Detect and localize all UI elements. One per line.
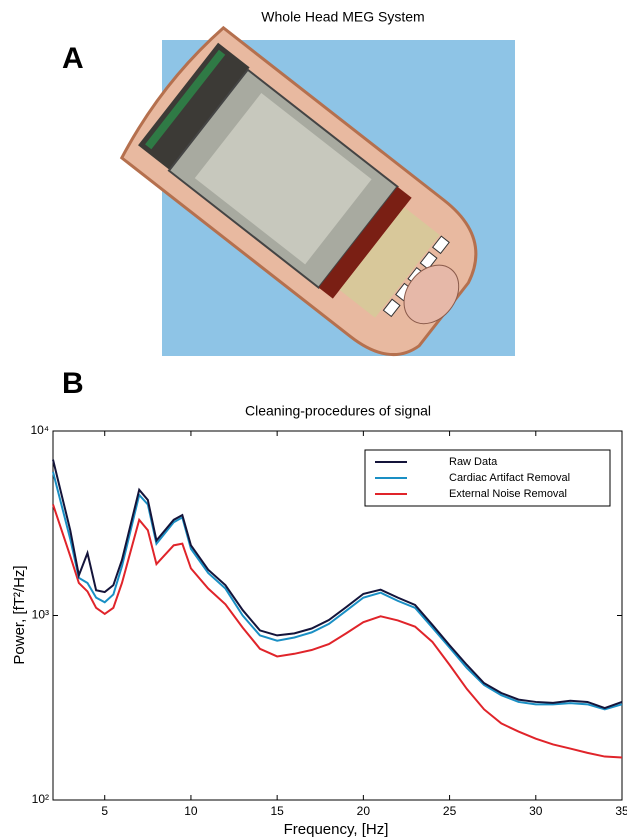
panel-a-title: Whole Head MEG System xyxy=(261,9,424,25)
x-tick-label: 10 xyxy=(184,804,198,818)
x-tick-label: 20 xyxy=(357,804,371,818)
legend-entry: Raw Data xyxy=(449,456,498,468)
panel-b-label: B xyxy=(62,367,84,400)
x-tick-label: 35 xyxy=(615,804,627,818)
panel-a-label: A xyxy=(62,42,84,75)
y-tick-label: 10² xyxy=(32,792,49,806)
x-tick-label: 15 xyxy=(270,804,284,818)
legend-entry: Cardiac Artifact Removal xyxy=(449,472,570,484)
y-tick-label: 10⁴ xyxy=(30,423,49,437)
x-tick-label: 30 xyxy=(529,804,543,818)
series-line xyxy=(52,504,623,759)
x-axis-label: Frequency, [Hz] xyxy=(284,821,389,838)
chart-title: Cleaning-procedures of signal xyxy=(245,403,431,419)
y-tick-label: 10³ xyxy=(32,608,49,622)
x-tick-label: 25 xyxy=(443,804,457,818)
x-tick-label: 5 xyxy=(101,804,108,818)
series-line xyxy=(52,471,623,711)
meg-illustration xyxy=(119,25,515,357)
series-line xyxy=(52,459,623,710)
legend-entry: External Noise Removal xyxy=(449,488,567,500)
y-axis-label: Power, [fT²/Hz] xyxy=(11,565,28,664)
